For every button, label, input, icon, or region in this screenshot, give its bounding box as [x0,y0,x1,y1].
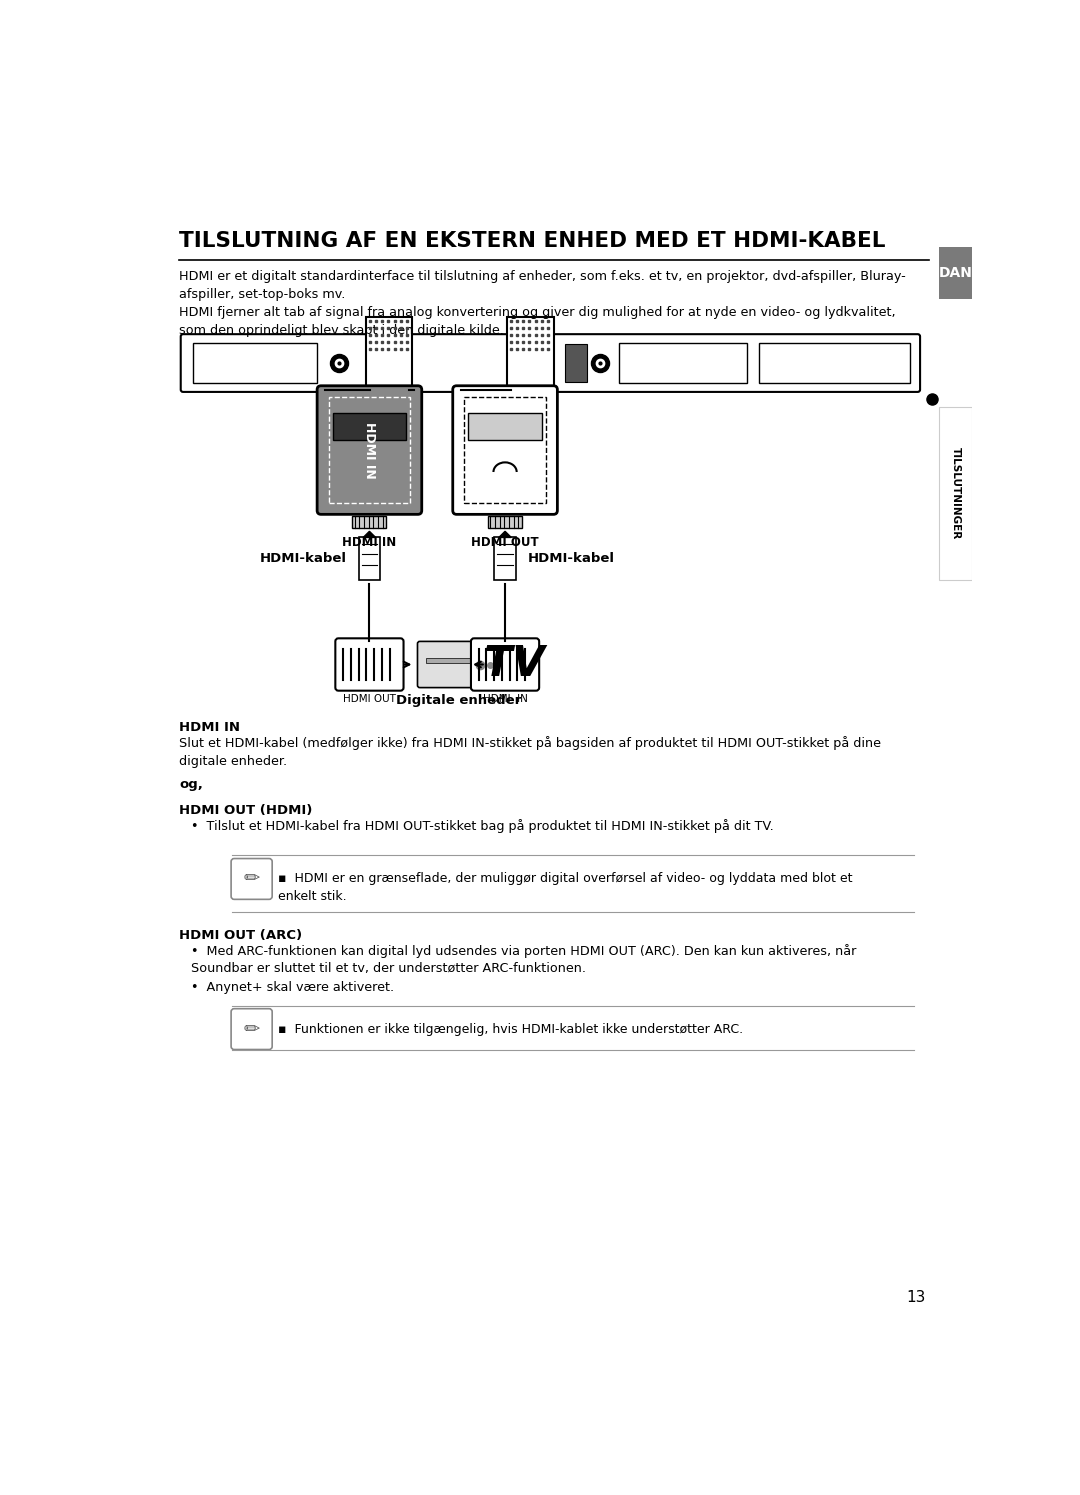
Text: ✏: ✏ [243,1020,260,1039]
Bar [464,398,545,502]
Text: HDMI  IN: HDMI IN [483,694,527,704]
Text: Digitale enheder: Digitale enheder [396,694,522,707]
Bar [426,658,491,662]
Bar [759,342,910,383]
Text: HDMI-kabel: HDMI-kabel [527,552,615,565]
Text: HDMI OUT (ARC): HDMI OUT (ARC) [179,928,302,942]
Text: ▪  HDMI er en grænseflade, der muliggør digital overførsel af video- og lyddata : ▪ HDMI er en grænseflade, der muliggør d… [279,873,853,903]
Text: HDMI OUT (HDMI): HDMI OUT (HDMI) [179,804,312,816]
Text: ▪  Funktionen er ikke tilgængelig, hvis HDMI-kablet ikke understøtter ARC.: ▪ Funktionen er ikke tilgængelig, hvis H… [279,1023,743,1036]
FancyBboxPatch shape [453,386,557,514]
Bar [333,413,406,440]
Text: HDMI OUT: HDMI OUT [343,694,396,704]
Text: 13: 13 [906,1290,926,1305]
FancyBboxPatch shape [335,638,404,691]
Text: HDMI IN: HDMI IN [342,535,396,549]
Bar [507,317,554,386]
Text: HDMI IN: HDMI IN [179,721,240,734]
FancyBboxPatch shape [180,335,920,392]
Bar [488,516,522,528]
Text: TILSLUTNING AF EN EKSTERN ENHED MED ET HDMI-KABEL: TILSLUTNING AF EN EKSTERN ENHED MED ET H… [179,232,886,251]
Bar [328,398,410,502]
Text: HDMI OUT: HDMI OUT [471,535,539,549]
FancyBboxPatch shape [318,386,422,514]
Text: •  Anynet+ skal være aktiveret.: • Anynet+ skal være aktiveret. [191,981,394,994]
Text: HDMI er et digitalt standardinterface til tilslutning af enheder, som f.eks. et : HDMI er et digitalt standardinterface ti… [179,271,906,300]
Text: DAN: DAN [939,266,973,280]
Bar [940,247,972,299]
Polygon shape [363,531,376,537]
Text: og,: og, [179,779,203,791]
Text: Slut et HDMI-kabel (medfølger ikke) fra HDMI IN-stikket på bagsiden af produktet: Slut et HDMI-kabel (medfølger ikke) fra … [179,736,881,767]
Text: TILSLUTNINGER: TILSLUTNINGER [950,447,961,540]
Bar [359,537,380,580]
Text: ✏: ✏ [243,870,260,888]
Bar [495,537,516,580]
FancyBboxPatch shape [231,1009,272,1049]
Text: HDMI fjerner alt tab af signal fra analog konvertering og giver dig mulighed for: HDMI fjerner alt tab af signal fra analo… [179,306,895,336]
Bar [940,407,972,580]
FancyBboxPatch shape [418,641,500,688]
Text: HDMI-kabel: HDMI-kabel [260,552,347,565]
Bar [352,516,387,528]
Text: •  Med ARC-funktionen kan digital lyd udsendes via porten HDMI OUT (ARC). Den ka: • Med ARC-funktionen kan digital lyd uds… [191,943,856,975]
Polygon shape [499,531,511,537]
FancyBboxPatch shape [471,638,539,691]
Bar [469,413,542,440]
Text: HDMI IN: HDMI IN [363,422,376,478]
FancyBboxPatch shape [231,858,272,900]
Bar [366,317,413,386]
Text: •  Tilslut et HDMI-kabel fra HDMI OUT-stikket bag på produktet til HDMI IN-stikk: • Tilslut et HDMI-kabel fra HDMI OUT-sti… [191,819,773,833]
Bar [565,344,586,381]
Text: TV: TV [485,643,545,686]
Bar [619,342,747,383]
Bar [193,342,318,383]
